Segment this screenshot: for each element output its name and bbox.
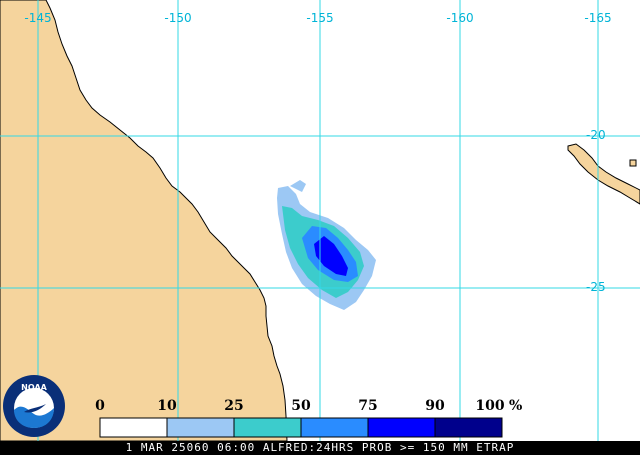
legend-colorbar [99,417,503,438]
lat-label-25: -25 [586,280,606,294]
land-new-caledonia [567,143,640,205]
legend-label-100: 100 [475,398,505,414]
grid-lines [0,0,640,441]
lon-label-160: -160 [446,11,474,25]
legend-bin-50-75 [300,417,369,438]
legend-bin-10-25 [166,417,235,438]
prob-contour-10-band [290,180,306,192]
legend-bin-75-90 [367,417,436,438]
legend-label-25: 25 [224,398,244,414]
legend-bin-90-100 [434,417,503,438]
logo-text: NOAA [21,383,47,392]
legend-unit: % [509,398,523,414]
legend-bin-0-10 [99,417,168,438]
logo-wave [14,406,54,428]
legend-label-50: 50 [291,398,311,414]
land-australia [0,0,288,442]
lon-label-145: -145 [24,11,52,25]
land-loyalty-islands [629,159,637,167]
legend-labels: 0 10 25 50 75 90 100 [0,398,640,418]
legend-label-75: 75 [358,398,378,414]
caption-bar: 1 MAR 25060 06:00 ALFRED:24HRS PROB >= 1… [0,441,640,455]
logo-gull-icon [24,404,46,413]
noaa-logo [3,375,65,437]
caption-text: 1 MAR 25060 06:00 ALFRED:24HRS PROB >= 1… [125,441,515,454]
legend-label-90: 90 [425,398,445,414]
legend-label-10: 10 [157,398,177,414]
prob-contour-75 [314,236,348,276]
lon-label-155: -155 [306,11,334,25]
legend-bin-25-50 [233,417,302,438]
lat-label-20: -20 [586,128,606,142]
lon-label-150: -150 [164,11,192,25]
lon-label-165: -165 [584,11,612,25]
legend-label-0: 0 [95,398,105,414]
probability-field [277,180,376,310]
